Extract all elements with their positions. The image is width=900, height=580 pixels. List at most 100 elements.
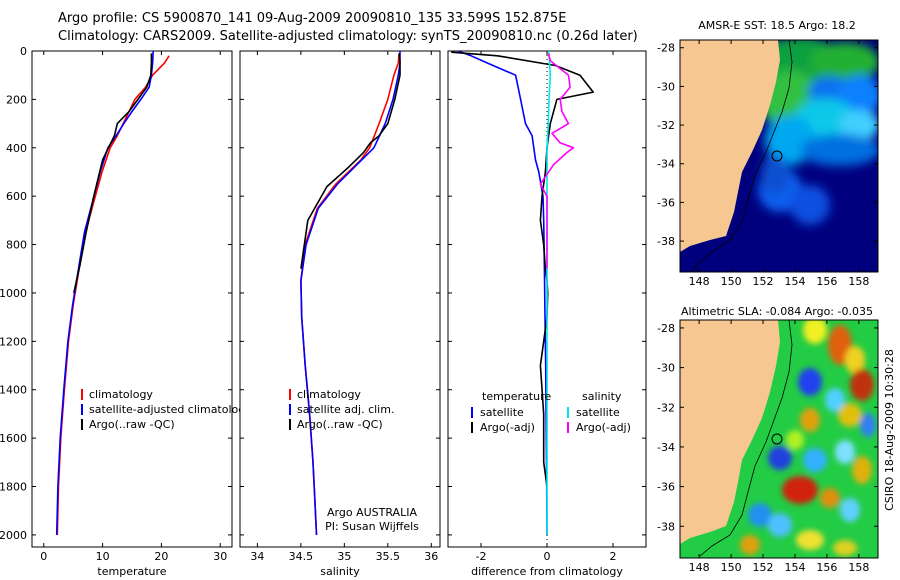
y-tick-label: 1800 [0, 481, 27, 494]
temperature-axes-box [31, 50, 233, 548]
sst-field [680, 40, 878, 272]
sla-map: Altimetric SLA: -0.084 Argo: -0.035 [657, 305, 879, 574]
difference-legend: temperature salinity satellite Argo(-adj) sa… [471, 390, 631, 434]
sst-map-ticks: 148 150 152 154 156 158 -28 -30 -32 -34 -36 -38 [657, 40, 878, 288]
difference-panel: -2 0 2 difference from climatology tempera… [447, 50, 647, 578]
sla-map-frame [679, 319, 879, 559]
map-x-tick-label: 150 [721, 275, 742, 288]
temperature-series-group [55, 51, 170, 535]
map-y-tick-label: -38 [657, 520, 675, 533]
salinity-panel: 34 34.5 35 35.5 36 salinity climatology satel… [239, 50, 441, 578]
salinity-legend: climatology satellite adj. clim. Argo(..ra… [289, 388, 394, 431]
csiro-timestamp: CSIRO 18-Aug-2009 10:30:28 [883, 349, 896, 511]
map-x-tick-label: 154 [784, 561, 805, 574]
sla-contour [699, 320, 793, 557]
legend-label-sal-1: Argo(-adj) [576, 421, 631, 434]
sla-patches [740, 320, 876, 556]
sst-patches [755, 40, 878, 225]
y-tick-label: 800 [6, 239, 27, 252]
legend-label-temp-1: Argo(-adj) [480, 421, 535, 434]
map-y-tick-label: -34 [657, 158, 675, 171]
map-x-tick-label: 148 [689, 275, 710, 288]
x-tick-label: 30 [213, 550, 227, 563]
difference-series-group [451, 51, 595, 535]
sst-land [680, 40, 780, 252]
series-line-argo-2 [73, 53, 153, 294]
temperature-panel: 0 10 20 30 0 200 400 600 800 1000 1200 1400 1600 1800… [0, 45, 252, 578]
salinity-ticks: 34 34.5 35 35.5 36 [240, 50, 440, 563]
map-y-tick-label: -34 [657, 441, 675, 454]
x-tick-label: 35 [337, 550, 351, 563]
map-y-tick-label: -32 [657, 119, 675, 132]
y-tick-label: 400 [6, 142, 27, 155]
legend-label-argo: Argo(..raw -QC) [297, 418, 383, 431]
legend-label-temp-0: satellite [480, 406, 524, 419]
salinity-axes-box [239, 50, 441, 548]
sst-map-title: AMSR-E SST: 18.5 Argo: 18.2 [698, 19, 856, 32]
legend-label-satellite: satellite adj. clim. [297, 403, 394, 416]
map-x-tick-label: 154 [784, 275, 805, 288]
map-y-tick-label: -36 [657, 196, 675, 209]
map-x-tick-label: 156 [816, 275, 837, 288]
legend-label-argo: Argo(..raw -QC) [89, 418, 175, 431]
sla-argo-position-marker [771, 433, 783, 445]
y-tick-label: 2000 [0, 529, 27, 542]
sst-map: AMSR-E SST: 18.5 Argo: 18.2 148 [657, 19, 879, 288]
y-tick-label: 1200 [0, 335, 27, 348]
temperature-xlabel: temperature [97, 565, 166, 578]
x-tick-label: 36 [424, 550, 438, 563]
legend-title-salinity: salinity [582, 390, 622, 403]
map-y-tick-label: -32 [657, 401, 675, 414]
map-x-tick-label: 152 [753, 275, 774, 288]
y-tick-label: 0 [20, 45, 27, 58]
salinity-series-group [300, 51, 401, 535]
header-line-2: Climatology: CARS2009. Satellite-adjuste… [58, 29, 638, 44]
x-tick-label: 2 [610, 550, 617, 563]
x-tick-label: 0 [40, 550, 47, 563]
x-tick-label: -2 [476, 550, 487, 563]
argo-australia-note: Argo AUSTRALIA [327, 506, 417, 519]
sla-field [680, 320, 878, 558]
map-x-tick-label: 158 [848, 275, 869, 288]
sst-contour [689, 40, 793, 272]
series-line-satellite-0 [457, 51, 548, 535]
sla-land [680, 320, 780, 544]
map-x-tick-label: 150 [721, 561, 742, 574]
y-tick-label: 1000 [0, 287, 27, 300]
temperature-ticks: 0 10 20 30 0 200 400 600 800 1000 1200 1400 1600 1800… [0, 45, 232, 563]
map-y-tick-label: -30 [657, 80, 675, 93]
legend-label-climatology: climatology [89, 388, 153, 401]
salinity-xlabel: salinity [320, 565, 360, 578]
x-tick-label: 35.5 [376, 550, 401, 563]
map-x-tick-label: 158 [848, 561, 869, 574]
series-line-argo-2 [300, 53, 401, 269]
y-tick-label: 1400 [0, 384, 27, 397]
x-tick-label: 0 [544, 550, 551, 563]
series-line-satellite-1 [300, 51, 401, 535]
pi-note: PI: Susan Wijffels [325, 520, 419, 533]
y-tick-label: 200 [6, 93, 27, 106]
x-tick-label: 34 [250, 550, 264, 563]
legend-title-temperature: temperature [482, 390, 551, 403]
legend-label-sal-0: satellite [576, 406, 620, 419]
y-tick-label: 600 [6, 190, 27, 203]
map-x-tick-label: 152 [753, 561, 774, 574]
difference-ticks: -2 0 2 [448, 50, 646, 563]
legend-label-climatology: climatology [297, 388, 361, 401]
sla-map-title: Altimetric SLA: -0.084 Argo: -0.035 [681, 305, 873, 318]
x-tick-label: 20 [154, 550, 168, 563]
map-x-tick-label: 148 [689, 561, 710, 574]
x-tick-label: 34.5 [289, 550, 314, 563]
y-tick-label: 1600 [0, 432, 27, 445]
sst-argo-position-marker [771, 150, 783, 162]
series-line-salinity_argo-3 [539, 53, 575, 269]
header-line-1: Argo profile: CS 5900870_141 09-Aug-2009… [58, 11, 566, 26]
map-y-tick-label: -36 [657, 481, 675, 494]
series-line-argo-1 [451, 51, 595, 487]
sla-map-ticks: 148 150 152 154 156 158 -28 -30 -32 -34 -36 -38 [657, 320, 878, 574]
sst-map-frame [679, 39, 879, 273]
series-line-salinity_satellite-2 [546, 51, 552, 535]
difference-xlabel: difference from climatology [471, 565, 623, 578]
map-x-tick-label: 156 [816, 561, 837, 574]
map-y-tick-label: -38 [657, 235, 675, 248]
